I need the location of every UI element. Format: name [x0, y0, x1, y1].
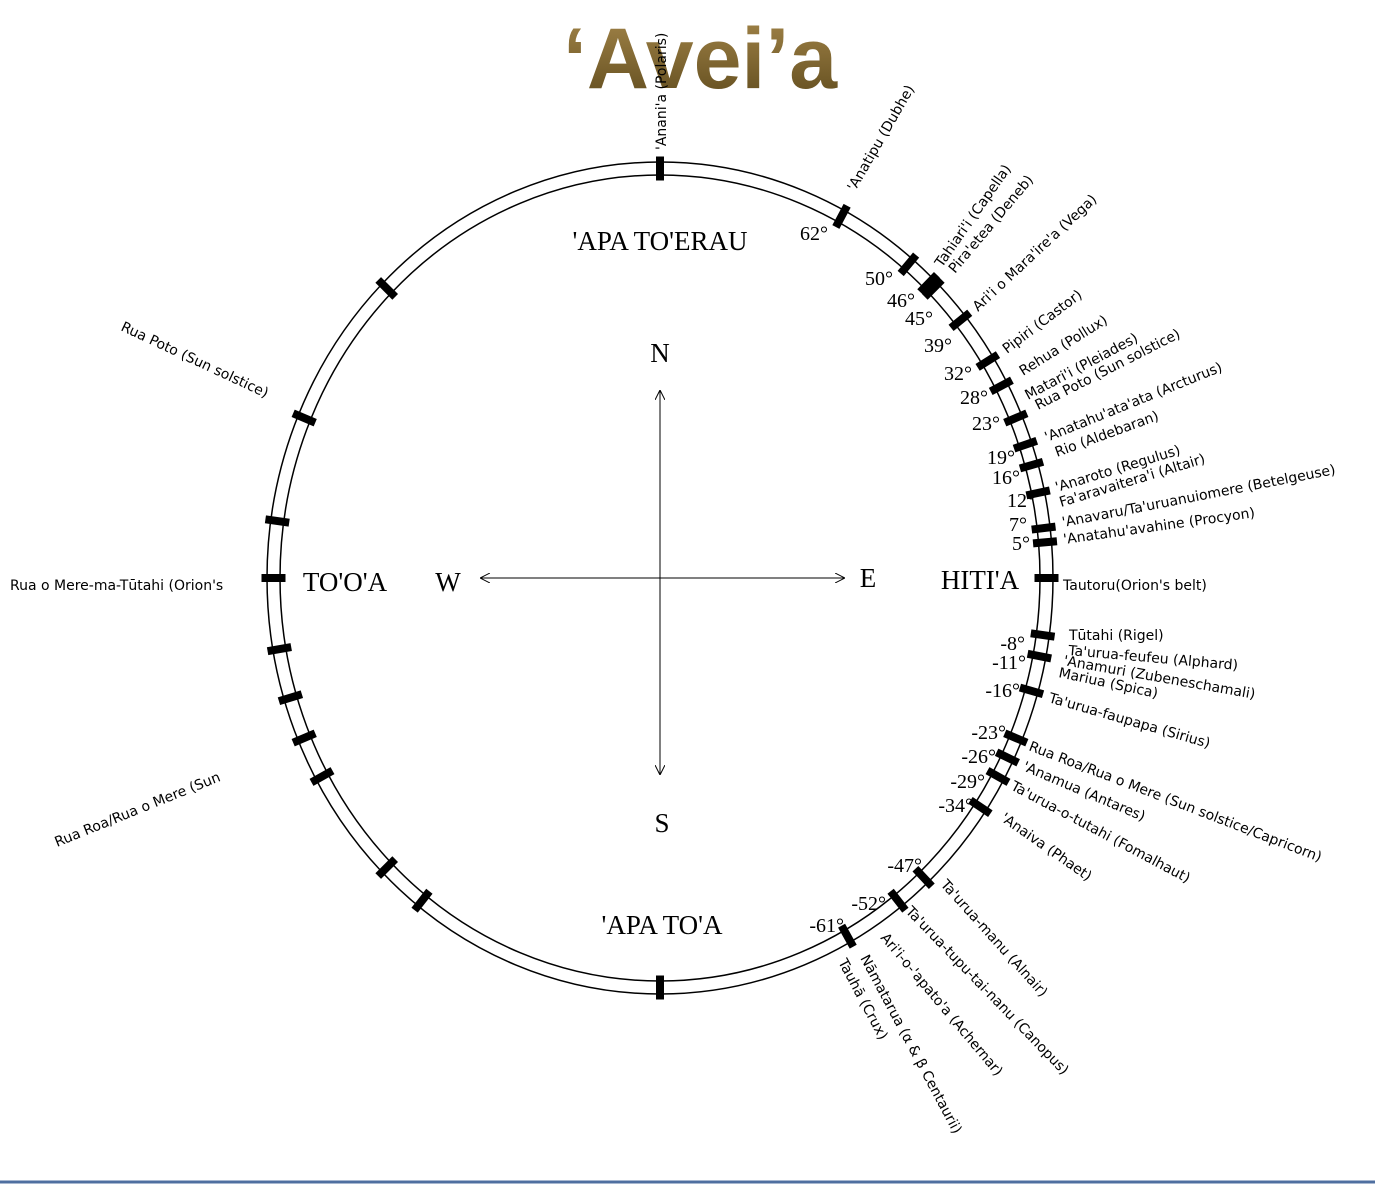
declination-label: -47° [887, 855, 922, 877]
ring-mark [266, 643, 292, 656]
star-label: Tūtahi (Rigel) [1068, 628, 1164, 644]
declination-label: 46° [887, 290, 915, 312]
ring-mark [261, 574, 286, 582]
star-label: Rua Roa/Rua o Mere (Sun solstice/Caprico… [1027, 739, 1324, 866]
ring-mark [1003, 409, 1029, 427]
title: ‘Avei’a [563, 11, 838, 107]
declination-label: 62° [800, 223, 828, 245]
ring-mark [656, 975, 664, 1000]
ring-mark [375, 856, 399, 879]
ring-mark [1012, 437, 1039, 453]
declination-label: -26° [961, 746, 996, 768]
ring-mark [1003, 729, 1029, 747]
declination-label: -11° [992, 652, 1026, 674]
ring-mark [1031, 522, 1056, 534]
ring-mark [917, 271, 940, 295]
declination-label: -52° [851, 893, 886, 915]
ring-mark [1025, 486, 1051, 500]
polaris-label: 'Anani'a (Polaris) [654, 33, 670, 150]
declination-label: -34° [938, 795, 973, 817]
ring-mark [291, 729, 317, 747]
declination-label: 16° [992, 467, 1020, 489]
region-east: HITI'A [941, 565, 1020, 595]
ring-mark [264, 515, 290, 527]
ring-mark [1034, 574, 1059, 582]
star-label: Rua o Mere-ma-Tūtahi (Orion's [10, 578, 223, 594]
ring-mark [994, 748, 1020, 767]
ring-mark [887, 888, 909, 913]
ring-mark [988, 376, 1014, 395]
declination-label: -16° [985, 680, 1020, 702]
ring-mark [291, 409, 317, 427]
declination-label: 23° [972, 413, 1000, 435]
ring-mark [656, 156, 664, 181]
star-label: Ta'urua-faupapa (Sirius) [1046, 690, 1212, 752]
ring-mark [832, 203, 851, 229]
ring-mark [897, 252, 920, 277]
ring-mark [838, 923, 857, 949]
declination-label: 45° [905, 308, 933, 330]
star-label: Tautoru(Orion's belt) [1062, 578, 1207, 594]
region-south: 'APA TO'A [601, 910, 723, 940]
declination-label: 5° [1012, 533, 1030, 555]
star-label: Rua Poto (Sun solstice) [1033, 326, 1184, 413]
ring-mark [975, 351, 1001, 371]
star-label: 'Anatipu (Dubhe) [845, 83, 919, 194]
star-label: Ta'urua-manu (Alnair) [936, 876, 1050, 1000]
ring-mark [948, 309, 973, 331]
region-north: 'APA TO'ERAU [572, 226, 747, 256]
ring-mark [968, 796, 993, 818]
declination-label: 28° [960, 387, 988, 409]
ring-mark [1026, 649, 1052, 663]
declination-label: 32° [944, 363, 972, 385]
ring-mark [1032, 537, 1058, 548]
declination-label: -23° [971, 722, 1006, 744]
declination-label: 50° [865, 268, 893, 290]
ring-mark [921, 277, 945, 300]
ring-mark [277, 690, 304, 706]
declination-label: 19° [987, 447, 1015, 469]
compass-w: W [435, 567, 461, 597]
declination-label: 39° [924, 335, 952, 357]
declination-label: -29° [950, 771, 985, 793]
ring-mark [912, 865, 935, 890]
ring-mark [1018, 457, 1045, 473]
star-label: Rua Poto (Sun solstice) [118, 319, 270, 401]
ring-mark [1030, 629, 1056, 641]
declination-label: 7° [1009, 514, 1027, 536]
region-west: TO'O'A [303, 567, 388, 597]
declination-label: 12° [1007, 490, 1035, 512]
star-label: Rua Roa/Rua o Mere (Sun [53, 769, 223, 850]
compass-e: E [860, 563, 877, 593]
compass-s: S [654, 808, 669, 838]
ring-mark [1018, 683, 1045, 699]
ring-mark [411, 888, 433, 913]
ring-mark [985, 767, 1011, 786]
compass-n: N [650, 338, 670, 368]
ring-mark [309, 767, 335, 786]
declination-label: -8° [1000, 633, 1025, 655]
declination-label: -61° [809, 915, 844, 937]
ring-mark [375, 277, 399, 300]
